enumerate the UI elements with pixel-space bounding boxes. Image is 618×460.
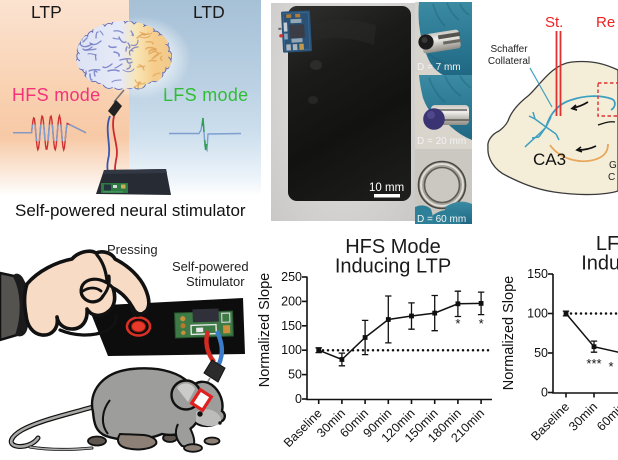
svg-text:50: 50 <box>534 346 548 360</box>
svg-text:D = 7 mm: D = 7 mm <box>417 62 461 73</box>
svg-text:Baseline: Baseline <box>528 400 572 444</box>
svg-text:Collateral: Collateral <box>488 56 530 67</box>
svg-text:30min: 30min <box>566 400 600 434</box>
svg-text:*: * <box>479 316 484 331</box>
svg-text:100: 100 <box>527 307 548 321</box>
svg-text:D = 20 mm: D = 20 mm <box>417 136 466 147</box>
svg-text:Normalized Slope: Normalized Slope <box>501 276 517 390</box>
svg-text:LFS Mode: LFS Mode <box>596 233 618 255</box>
svg-text:0: 0 <box>541 386 548 400</box>
svg-text:*: * <box>608 359 613 374</box>
svg-text:0: 0 <box>295 392 302 406</box>
svg-text:Re: Re <box>596 14 615 31</box>
svg-text:Inducing LTD: Inducing LTD <box>581 253 618 275</box>
svg-text:C: C <box>608 172 615 183</box>
svg-text:*: * <box>455 316 460 331</box>
svg-text:100: 100 <box>281 343 302 357</box>
svg-text:***: *** <box>586 356 601 371</box>
svg-text:Normalized Slope: Normalized Slope <box>257 273 273 387</box>
svg-text:50: 50 <box>288 368 302 382</box>
svg-text:250: 250 <box>281 270 302 284</box>
svg-text:Inducing LTP: Inducing LTP <box>335 256 451 278</box>
svg-text:10 mm: 10 mm <box>369 182 404 194</box>
svg-text:150: 150 <box>281 319 302 333</box>
svg-text:Schaffer: Schaffer <box>490 44 528 55</box>
svg-text:150: 150 <box>527 267 548 281</box>
svg-text:St.: St. <box>545 14 563 31</box>
svg-text:CA3: CA3 <box>533 150 566 169</box>
svg-text:HFS Mode: HFS Mode <box>345 236 441 258</box>
svg-text:200: 200 <box>281 294 302 308</box>
svg-text:D = 60 mm: D = 60 mm <box>417 214 466 224</box>
svg-text:60min: 60min <box>594 400 618 434</box>
svg-text:G: G <box>609 160 617 171</box>
